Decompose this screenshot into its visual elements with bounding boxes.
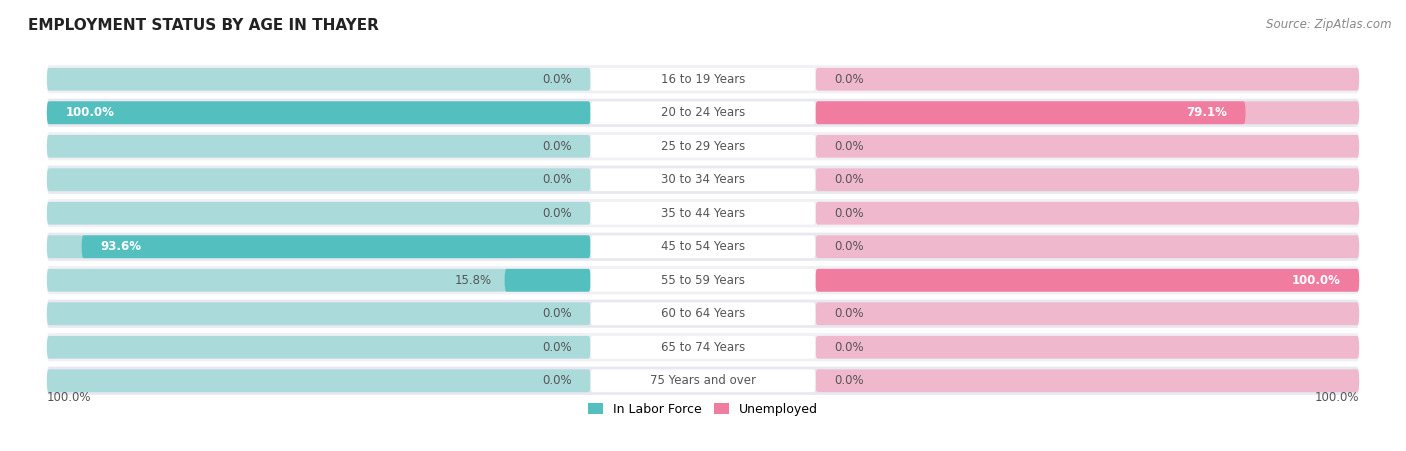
Text: 75 Years and over: 75 Years and over: [650, 374, 756, 387]
FancyBboxPatch shape: [815, 369, 1360, 392]
Text: 35 to 44 Years: 35 to 44 Years: [661, 207, 745, 220]
FancyBboxPatch shape: [46, 199, 1360, 227]
FancyBboxPatch shape: [46, 168, 591, 191]
FancyBboxPatch shape: [46, 300, 1360, 328]
Text: 79.1%: 79.1%: [1185, 106, 1227, 119]
Text: 0.0%: 0.0%: [543, 341, 572, 354]
Text: 0.0%: 0.0%: [543, 140, 572, 153]
FancyBboxPatch shape: [46, 269, 591, 292]
FancyBboxPatch shape: [82, 235, 591, 258]
FancyBboxPatch shape: [591, 336, 815, 359]
FancyBboxPatch shape: [591, 302, 815, 325]
Text: 45 to 54 Years: 45 to 54 Years: [661, 240, 745, 253]
Text: Source: ZipAtlas.com: Source: ZipAtlas.com: [1267, 18, 1392, 31]
FancyBboxPatch shape: [46, 266, 1360, 295]
Text: 30 to 34 Years: 30 to 34 Years: [661, 173, 745, 186]
Text: 100.0%: 100.0%: [46, 391, 91, 404]
Text: 55 to 59 Years: 55 to 59 Years: [661, 274, 745, 287]
FancyBboxPatch shape: [46, 101, 591, 124]
FancyBboxPatch shape: [46, 369, 591, 392]
FancyBboxPatch shape: [46, 99, 1360, 127]
Text: 16 to 19 Years: 16 to 19 Years: [661, 73, 745, 86]
FancyBboxPatch shape: [815, 135, 1360, 158]
FancyBboxPatch shape: [591, 369, 815, 392]
FancyBboxPatch shape: [46, 65, 1360, 93]
Text: 0.0%: 0.0%: [543, 307, 572, 320]
FancyBboxPatch shape: [815, 269, 1360, 292]
Text: 0.0%: 0.0%: [834, 240, 863, 253]
FancyBboxPatch shape: [815, 68, 1360, 91]
FancyBboxPatch shape: [46, 333, 1360, 361]
FancyBboxPatch shape: [815, 168, 1360, 191]
FancyBboxPatch shape: [815, 202, 1360, 225]
FancyBboxPatch shape: [591, 235, 815, 258]
Text: 0.0%: 0.0%: [834, 307, 863, 320]
FancyBboxPatch shape: [815, 101, 1360, 124]
Text: 15.8%: 15.8%: [456, 274, 492, 287]
FancyBboxPatch shape: [46, 235, 591, 258]
Text: 0.0%: 0.0%: [543, 173, 572, 186]
FancyBboxPatch shape: [46, 135, 591, 158]
Text: 0.0%: 0.0%: [834, 73, 863, 86]
FancyBboxPatch shape: [815, 336, 1360, 359]
FancyBboxPatch shape: [591, 269, 815, 292]
FancyBboxPatch shape: [46, 302, 591, 325]
Text: 0.0%: 0.0%: [543, 73, 572, 86]
FancyBboxPatch shape: [815, 269, 1360, 292]
Text: 20 to 24 Years: 20 to 24 Years: [661, 106, 745, 119]
Text: 93.6%: 93.6%: [100, 240, 142, 253]
Text: 25 to 29 Years: 25 to 29 Years: [661, 140, 745, 153]
FancyBboxPatch shape: [591, 68, 815, 91]
FancyBboxPatch shape: [815, 302, 1360, 325]
FancyBboxPatch shape: [505, 269, 591, 292]
Text: EMPLOYMENT STATUS BY AGE IN THAYER: EMPLOYMENT STATUS BY AGE IN THAYER: [28, 18, 380, 33]
FancyBboxPatch shape: [591, 101, 815, 124]
Legend: In Labor Force, Unemployed: In Labor Force, Unemployed: [583, 398, 823, 421]
Text: 0.0%: 0.0%: [834, 140, 863, 153]
FancyBboxPatch shape: [815, 235, 1360, 258]
FancyBboxPatch shape: [46, 132, 1360, 160]
FancyBboxPatch shape: [591, 168, 815, 191]
Text: 0.0%: 0.0%: [543, 207, 572, 220]
FancyBboxPatch shape: [46, 68, 591, 91]
Text: 0.0%: 0.0%: [543, 374, 572, 387]
FancyBboxPatch shape: [46, 166, 1360, 194]
Text: 65 to 74 Years: 65 to 74 Years: [661, 341, 745, 354]
FancyBboxPatch shape: [591, 135, 815, 158]
Text: 0.0%: 0.0%: [834, 341, 863, 354]
Text: 0.0%: 0.0%: [834, 207, 863, 220]
FancyBboxPatch shape: [591, 202, 815, 225]
Text: 0.0%: 0.0%: [834, 173, 863, 186]
FancyBboxPatch shape: [46, 367, 1360, 395]
FancyBboxPatch shape: [815, 101, 1246, 124]
Text: 100.0%: 100.0%: [66, 106, 114, 119]
FancyBboxPatch shape: [46, 101, 591, 124]
Text: 100.0%: 100.0%: [1315, 391, 1360, 404]
FancyBboxPatch shape: [46, 233, 1360, 261]
Text: 100.0%: 100.0%: [1292, 274, 1340, 287]
FancyBboxPatch shape: [46, 202, 591, 225]
Text: 0.0%: 0.0%: [834, 374, 863, 387]
Text: 60 to 64 Years: 60 to 64 Years: [661, 307, 745, 320]
FancyBboxPatch shape: [46, 336, 591, 359]
